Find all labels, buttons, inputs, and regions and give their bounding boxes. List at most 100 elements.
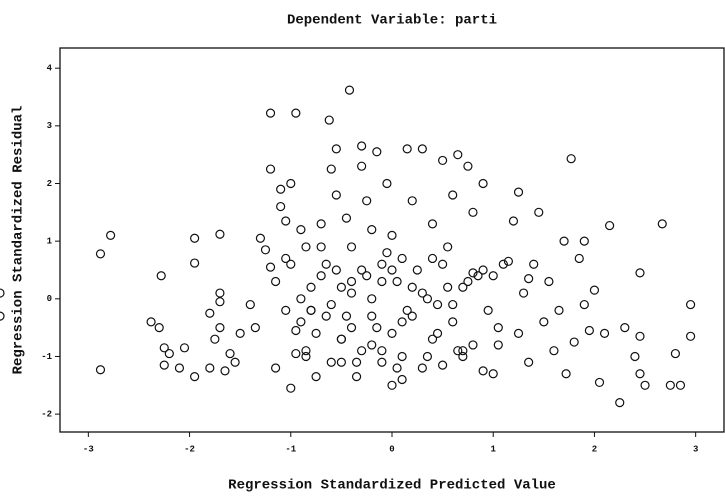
point [159,360,169,370]
point [346,288,357,298]
point [316,242,326,252]
point [448,190,458,200]
point [377,346,387,356]
point [438,360,448,370]
point [407,282,417,292]
y-tick-label: 3 [47,121,52,131]
point [326,357,336,367]
point [286,383,296,393]
point [215,323,225,333]
point [458,351,468,362]
point [205,363,215,373]
point [427,334,438,344]
x-tick-label: 0 [389,444,394,454]
point [473,271,483,281]
point [301,346,311,356]
chart-title: Dependent Variable: parti [287,13,497,29]
point [156,271,166,281]
point [372,147,382,157]
point [260,245,271,255]
point [407,196,417,206]
point [438,259,448,269]
point [635,369,645,379]
point [458,282,468,292]
point [427,253,438,264]
point [311,328,321,339]
point [417,288,427,298]
point [357,141,367,151]
point [382,178,392,189]
y-tick-label: 1 [47,237,53,247]
point [432,328,443,339]
point [331,144,341,154]
y-tick-label: 0 [47,294,52,304]
x-tick-label: -2 [184,444,195,454]
point [640,380,650,390]
point [478,265,488,275]
point [493,340,503,350]
point [215,229,225,239]
point [316,271,326,281]
point [448,317,458,327]
point [276,201,286,212]
point [235,328,245,339]
point [357,346,367,356]
point [524,357,534,367]
point [488,271,498,281]
point [270,276,281,287]
point [346,323,357,333]
point [362,271,372,281]
point [331,190,341,200]
point [503,256,514,266]
point [448,299,458,310]
x-tick-label: -1 [285,444,296,454]
point [412,265,422,275]
point [539,317,549,327]
point [392,276,402,287]
x-tick-label: -3 [83,444,94,454]
y-tick-label: -2 [41,410,52,420]
point [438,155,448,166]
point [265,108,276,118]
point [443,242,453,252]
point [0,288,5,298]
point [296,294,306,304]
point [513,328,524,339]
plot-frame [59,47,725,433]
point [513,187,524,197]
point [296,317,306,327]
point [321,311,331,321]
point [468,340,478,350]
point [362,196,372,206]
point [483,305,493,315]
point [210,334,220,344]
point [276,184,286,194]
point [301,351,311,362]
point [321,259,331,269]
point [265,262,276,272]
point [159,343,169,353]
point [324,115,334,125]
point [534,207,544,217]
point [657,219,667,229]
point [544,276,554,287]
point [453,346,463,356]
point [316,219,326,229]
point [245,299,255,310]
point [296,225,306,235]
point [566,154,576,164]
point [615,397,625,408]
point [0,311,5,321]
point [605,220,615,231]
point [397,317,407,327]
point [427,219,438,229]
point [154,323,164,333]
point [190,372,200,382]
point [281,253,291,264]
point [620,323,630,333]
point [230,357,240,367]
point [554,305,564,315]
point [346,242,357,252]
point [569,337,579,347]
point [215,297,225,307]
